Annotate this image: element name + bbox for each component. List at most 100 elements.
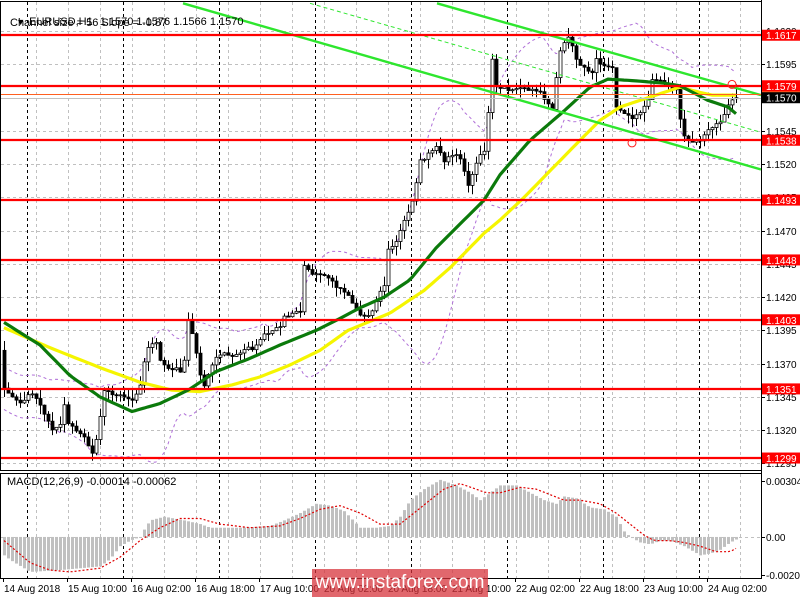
candle-body <box>322 273 327 277</box>
candle-body <box>538 90 543 93</box>
macd-histogram-bar <box>167 517 170 537</box>
candle-body <box>642 105 647 113</box>
macd-histogram-bar <box>435 482 438 537</box>
moving-average-fast <box>3 77 738 414</box>
macd-indicator-label: MACD(12,26,9) -0.00014 -0.00062 <box>7 476 177 488</box>
time-axis-label: 24 Aug 02:00 <box>708 584 767 595</box>
candle <box>118 390 123 402</box>
price-axis[interactable]: 1.16201.15951.15701.15451.15201.14951.14… <box>761 0 800 578</box>
macd-histogram-bar <box>539 498 542 537</box>
candle <box>714 119 719 136</box>
macd-histogram-bar <box>123 536 126 544</box>
macd-histogram-bar <box>243 527 246 537</box>
candle <box>338 287 343 295</box>
macd-histogram-bar <box>195 523 198 537</box>
candle-body <box>394 241 399 247</box>
collapse-triangle-icon[interactable]: ▼ <box>16 17 26 27</box>
macd-histogram-bar <box>339 509 342 537</box>
candle-body <box>630 114 635 120</box>
main-price-pane[interactable] <box>1 2 761 470</box>
candle-body <box>590 70 595 74</box>
macd-histogram-bar <box>611 514 614 537</box>
candle-body <box>310 269 315 275</box>
candle <box>422 158 427 163</box>
candle <box>254 338 259 356</box>
macd-pane[interactable] <box>1 474 761 578</box>
macd-histogram-bar <box>211 527 214 537</box>
candle-body <box>482 150 487 156</box>
macd-histogram-bar <box>399 516 402 537</box>
candle <box>386 241 391 294</box>
macd-histogram-bar <box>387 526 390 537</box>
candle-body <box>422 158 427 161</box>
candle <box>158 340 163 362</box>
level-price-label-text: 1.1493 <box>766 196 797 207</box>
macd-histogram-bar <box>171 518 174 537</box>
candle-body <box>218 354 223 358</box>
level-price-label-box <box>762 254 800 266</box>
candle <box>486 105 491 160</box>
candle <box>638 110 643 120</box>
macd-histogram-bar <box>671 536 674 542</box>
candle-body <box>678 88 683 120</box>
candle-body <box>510 89 515 92</box>
macd-histogram-bar <box>7 536 10 559</box>
candle <box>334 275 339 297</box>
candle-body <box>230 354 235 357</box>
macd-histogram-bar <box>715 536 718 552</box>
macd-histogram-bar <box>163 516 166 537</box>
candle <box>626 108 631 124</box>
candle-body <box>154 342 159 345</box>
candle-body <box>50 420 55 431</box>
candle-body <box>106 390 111 392</box>
macd-axis[interactable]: 0.00304 0.00 -0.00205 <box>761 477 800 582</box>
candle-body <box>478 154 483 164</box>
macd-histogram-bar <box>515 485 518 537</box>
candle-body <box>70 423 75 427</box>
candle <box>194 332 199 358</box>
chart-title-line: ▼ EURUSD,H1 1.1570 1.1576 1.1566 1.1570 <box>4 3 243 42</box>
macd-histogram-bar <box>247 527 250 537</box>
candle <box>86 431 91 447</box>
candle-body <box>710 127 715 131</box>
macd-histogram-bar <box>499 485 502 537</box>
macd-histogram-bar <box>407 503 410 537</box>
macd-histogram-bar <box>91 536 94 568</box>
macd-histogram-bar <box>231 527 234 537</box>
candle-body <box>730 99 735 106</box>
candle-body <box>290 312 295 318</box>
macd-histogram-bar <box>27 536 30 571</box>
bid-ask-lines <box>1 94 761 99</box>
candle <box>274 323 279 332</box>
macd-histogram-bar <box>455 485 458 537</box>
macd-histogram-bar <box>603 509 606 537</box>
macd-histogram-bar <box>215 527 218 537</box>
candle <box>426 149 431 169</box>
candle <box>18 392 23 408</box>
candle-body <box>402 219 407 231</box>
candle-body <box>446 156 451 163</box>
macd-histogram-bar <box>563 496 566 537</box>
candle-body <box>22 399 27 404</box>
price-axis-label: 1.1520 <box>766 160 797 171</box>
candle <box>314 269 319 283</box>
macd-histogram-bar <box>591 507 594 537</box>
candle-body <box>86 436 91 447</box>
channel-upper-line[interactable] <box>436 2 761 97</box>
macd-histogram-bar <box>555 503 558 537</box>
candle-body <box>110 390 115 396</box>
candle-body <box>610 66 615 69</box>
candle <box>10 390 15 398</box>
macd-histogram-bar <box>423 489 426 537</box>
channel-middle-line[interactable] <box>309 2 761 133</box>
candle-body <box>370 310 375 316</box>
level-price-label-box <box>762 29 800 41</box>
macd-histogram-bar <box>59 536 62 571</box>
candle-body <box>454 154 459 157</box>
macd-histogram-bar <box>271 525 274 537</box>
macd-histogram-bar <box>527 491 530 537</box>
candle <box>606 57 611 71</box>
candle-body <box>626 113 631 116</box>
